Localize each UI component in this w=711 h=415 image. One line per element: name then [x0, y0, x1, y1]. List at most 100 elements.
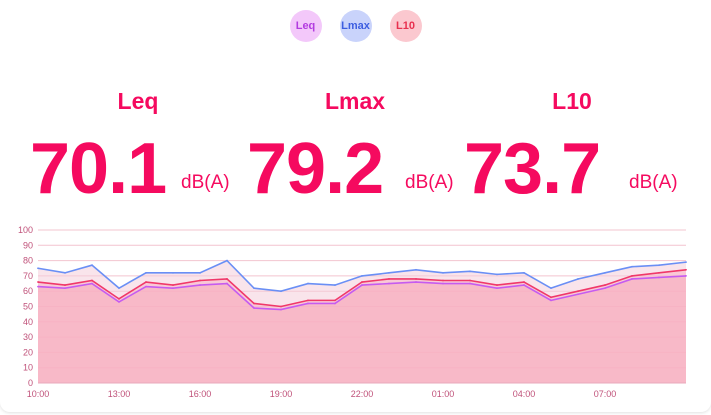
y-tick-label: 0 [28, 378, 33, 388]
series-point-lmax [469, 270, 471, 273]
series-point-lmax [226, 259, 228, 262]
series-point-lmax [334, 284, 336, 286]
series-point-lmax [118, 287, 120, 290]
series-point-leq [415, 281, 417, 283]
series-point-leq [64, 287, 66, 290]
series-point-l10 [469, 279, 471, 282]
x-tick-label: 22:00 [351, 389, 374, 399]
y-tick-label: 30 [23, 332, 33, 342]
series-point-l10 [334, 299, 336, 302]
series-point-lmax [145, 271, 147, 274]
stat-l10-unit: dB(A) [629, 172, 678, 193]
series-point-l10 [307, 299, 309, 302]
series-point-leq [685, 275, 687, 277]
stat-lmax: Lmax 79.2 dB(A) [247, 88, 455, 209]
y-tick-label: 70 [23, 271, 33, 281]
series-point-leq [604, 287, 606, 290]
series-point-leq [226, 282, 228, 285]
series-point-leq [37, 285, 39, 288]
series-point-lmax [253, 287, 255, 290]
series-point-lmax [415, 268, 417, 271]
series-point-leq [577, 293, 579, 296]
series-point-lmax [496, 273, 498, 276]
series-point-leq [658, 276, 660, 279]
series-point-l10 [280, 305, 282, 308]
series-point-leq [334, 302, 336, 305]
series-point-l10 [496, 284, 498, 286]
series-point-l10 [550, 296, 552, 299]
series-point-lmax [523, 271, 525, 274]
series-point-lmax [631, 265, 633, 268]
series-point-l10 [37, 281, 39, 283]
y-tick-label: 80 [23, 256, 33, 266]
series-point-l10 [658, 271, 660, 274]
series-area-leq [38, 275, 686, 383]
stat-lmax-value: 79.2 [247, 129, 384, 209]
series-point-l10 [442, 279, 444, 282]
stat-leq-unit: dB(A) [181, 172, 230, 193]
series-point-leq [631, 278, 633, 280]
series-point-l10 [226, 278, 228, 280]
series-point-lmax [658, 264, 660, 267]
y-tick-label: 100 [18, 225, 33, 235]
series-point-leq [199, 284, 201, 286]
x-tick-label: 16:00 [189, 389, 212, 399]
stat-l10-value: 73.7 [464, 129, 601, 209]
y-tick-label: 10 [23, 363, 33, 373]
series-point-lmax [604, 271, 606, 274]
series-point-l10 [361, 281, 363, 283]
series-point-leq [550, 299, 552, 302]
series-point-leq [442, 282, 444, 285]
series-point-lmax [361, 275, 363, 277]
series-point-leq [91, 282, 93, 285]
series-point-lmax [37, 267, 39, 270]
stat-l10-label: L10 [552, 88, 592, 114]
x-tick-label: 10:00 [27, 389, 50, 399]
series-point-lmax [307, 282, 309, 285]
series-point-leq [145, 285, 147, 288]
x-tick-label: 19:00 [270, 389, 293, 399]
legend-item-leq[interactable]: Leq [289, 10, 322, 42]
legend: Leq Lmax L10 [0, 10, 711, 42]
series-point-l10 [577, 290, 579, 293]
series-point-lmax [199, 271, 201, 274]
series-point-leq [361, 284, 363, 286]
stat-leq-label: Leq [117, 88, 159, 114]
series-point-lmax [577, 278, 579, 280]
series-point-leq [496, 287, 498, 290]
series-point-lmax [91, 264, 93, 267]
series-point-lmax [442, 271, 444, 274]
series-point-leq [307, 302, 309, 305]
series-point-l10 [388, 278, 390, 280]
series-point-leq [388, 282, 390, 285]
series-point-l10 [64, 284, 66, 286]
series-point-leq [469, 282, 471, 285]
series-point-l10 [172, 284, 174, 286]
stat-leq: Leq 70.1 dB(A) [30, 88, 238, 209]
series-point-lmax [172, 271, 174, 274]
y-tick-label: 50 [23, 302, 33, 312]
sound-level-chart: 0 10 20 30 40 50 60 70 80 90 100 13:00 16:00 19:00 22:… [18, 225, 687, 399]
series-point-l10 [604, 284, 606, 286]
legend-item-l10[interactable]: L10 [389, 10, 422, 42]
series-point-l10 [415, 278, 417, 280]
legend-item-lmax[interactable]: Lmax [339, 10, 372, 42]
stat-lmax-unit: dB(A) [405, 172, 454, 193]
series-point-leq [253, 307, 255, 309]
series-point-leq [172, 287, 174, 290]
x-tick-label: 01:00 [432, 389, 455, 399]
stat-l10: L10 73.7 dB(A) [464, 88, 678, 209]
y-tick-label: 60 [23, 286, 33, 296]
series-point-l10 [145, 281, 147, 283]
stat-leq-value: 70.1 [30, 129, 167, 209]
series-point-leq [523, 284, 525, 286]
x-tick-label: 07:00 [594, 389, 617, 399]
stat-lmax-label: Lmax [324, 88, 386, 114]
series-point-lmax [388, 271, 390, 274]
series-point-lmax [280, 290, 282, 293]
y-tick-label: 20 [23, 347, 33, 357]
series-point-l10 [199, 279, 201, 282]
series-point-lmax [550, 287, 552, 290]
series-point-lmax [64, 271, 66, 274]
